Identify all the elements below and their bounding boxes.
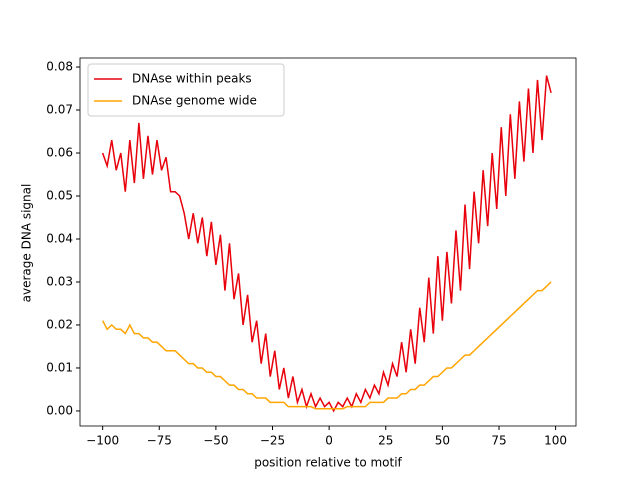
legend-box bbox=[87, 63, 285, 117]
y-tick-label: 0.05 bbox=[46, 189, 73, 203]
y-tick-label: 0.08 bbox=[46, 60, 73, 74]
y-tick-label: 0.06 bbox=[46, 146, 73, 160]
y-tick-label: 0.00 bbox=[46, 403, 73, 417]
plot-frame bbox=[79, 57, 577, 427]
y-tick-label: 0.01 bbox=[46, 360, 73, 374]
x-tick-label: 75 bbox=[491, 434, 506, 448]
data-line bbox=[101, 281, 552, 410]
x-tick-label: 100 bbox=[544, 434, 567, 448]
x-axis-label: position relative to motif bbox=[254, 456, 402, 470]
x-tick-label: −25 bbox=[260, 434, 285, 448]
x-tick-label: −100 bbox=[86, 434, 119, 448]
legend-label: DNAse genome wide bbox=[132, 94, 257, 108]
x-tick-label: −50 bbox=[203, 434, 228, 448]
y-tick-label: 0.03 bbox=[46, 274, 73, 288]
y-axis-label: average DNA signal bbox=[20, 184, 34, 303]
x-tick-label: 0 bbox=[325, 434, 333, 448]
x-tick-label: 50 bbox=[435, 434, 450, 448]
y-tick-label: 0.02 bbox=[46, 317, 73, 331]
x-tick-label: −75 bbox=[147, 434, 172, 448]
x-tick-label: 25 bbox=[378, 434, 393, 448]
y-tick-label: 0.07 bbox=[46, 103, 73, 117]
legend-label: DNAse within peaks bbox=[132, 72, 252, 86]
data-line bbox=[101, 75, 552, 413]
y-tick-label: 0.04 bbox=[46, 231, 73, 245]
